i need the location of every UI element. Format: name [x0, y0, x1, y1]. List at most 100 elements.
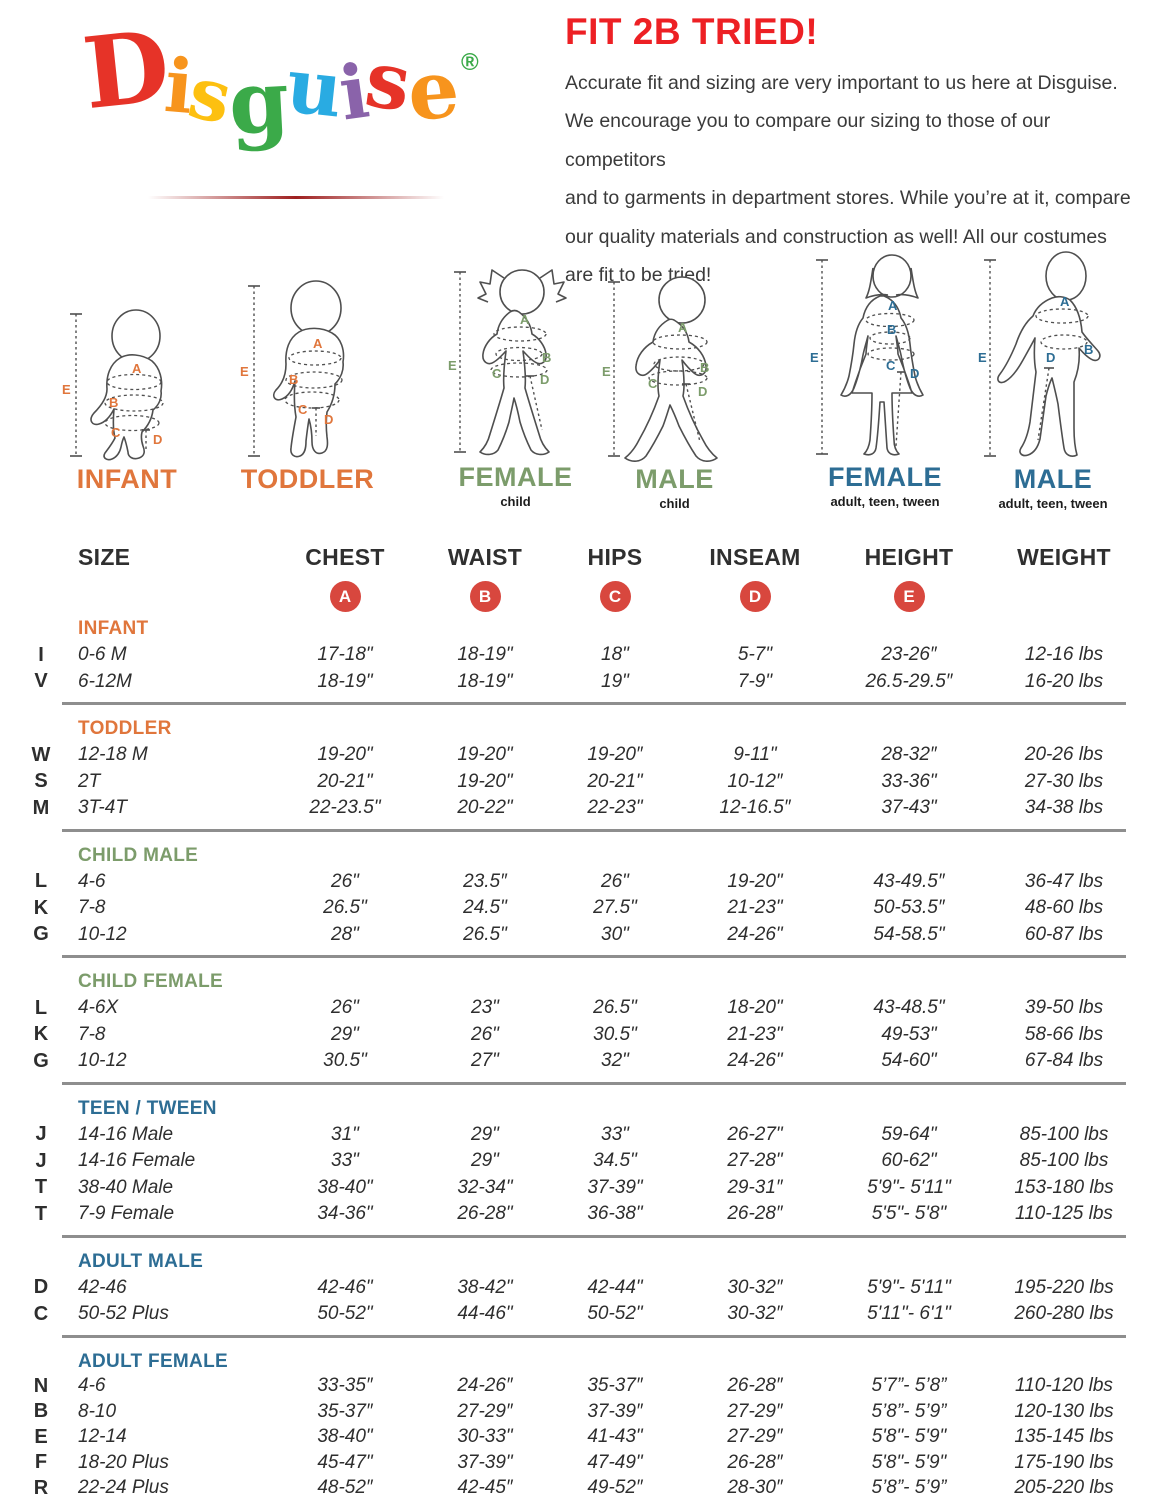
row-cell: 37-43": [881, 797, 937, 819]
row-cell: 26-28″: [727, 1451, 783, 1473]
section-separator: [62, 1334, 1126, 1338]
row-cell: 12-16.5″: [719, 797, 791, 819]
row-letter: J: [35, 1149, 47, 1172]
row-cell: 24-26": [727, 923, 783, 945]
row-cell: 29-31″: [727, 1176, 783, 1198]
row-cell: 26.5-29.5″: [865, 670, 953, 692]
row-cell: 175-190 lbs: [1014, 1451, 1114, 1473]
row-size: 12-14: [78, 1426, 127, 1448]
row-letter: R: [33, 1476, 49, 1499]
table-row: D 42-46 42-46" 38-42" 42-44" 30-32″ 5'9"…: [20, 1275, 1159, 1302]
row-cell: 17-18": [317, 644, 373, 666]
row-cell: 27-28": [727, 1150, 783, 1172]
measure-label-a: A: [520, 312, 530, 327]
row-cell: 85-100 lbs: [1019, 1150, 1109, 1172]
female-adult-figure-illustration: E A B C D: [810, 254, 924, 456]
section-separator: [62, 828, 1126, 832]
registered-trademark-icon: ®: [461, 49, 479, 76]
row-cell: 47-49": [587, 1451, 643, 1473]
row-cell: 153-180 lbs: [1014, 1176, 1114, 1198]
row-letter: D: [33, 1276, 49, 1299]
row-size: 38-40 Male: [78, 1176, 174, 1198]
section-header: INFANT: [78, 618, 149, 639]
row-cell: 50-52": [587, 1303, 643, 1325]
row-cell: 29": [471, 1150, 499, 1172]
row-cell: 12-16 lbs: [1024, 644, 1104, 666]
figure-male-child: E A B C D MALE child: [602, 272, 747, 511]
row-cell: 30-32″: [727, 1303, 783, 1325]
table-row: I 0-6 M 17-18" 18-19" 18" 5-7" 23-26″ 12…: [20, 642, 1159, 669]
row-size: 6-12M: [78, 670, 132, 692]
row-cell: 59-64": [881, 1123, 937, 1145]
row-cell: 45-47": [317, 1451, 373, 1473]
row-cell: 35-37″: [317, 1400, 373, 1422]
row-cell: 21-23": [727, 1023, 783, 1045]
figure-label-male-adult: MALE: [1013, 464, 1093, 494]
row-cell: 19-20": [457, 744, 513, 766]
row-cell: 28-30″: [727, 1477, 783, 1499]
row-cell: 43-49.5″: [873, 870, 945, 892]
row-cell: 20-26 lbs: [1024, 744, 1104, 766]
table-row: J 14-16 Female 33" 29" 34.5" 27-28" 60-6…: [20, 1148, 1159, 1175]
disguise-logo: Disguise®: [78, 9, 504, 192]
measure-label-e: E: [810, 350, 819, 365]
section-header: TODDLER: [78, 718, 172, 739]
row-cell: 26": [331, 870, 359, 892]
row-cell: 22-23.5": [309, 797, 381, 819]
measure-badge-e: E: [893, 581, 925, 612]
measure-label-a: A: [678, 320, 688, 335]
row-cell: 5'9"- 5'11": [867, 1276, 951, 1298]
section-separator: [62, 1234, 1126, 1238]
measure-label-e: E: [62, 382, 71, 397]
measure-label-a: A: [1060, 294, 1070, 309]
figure-label-infant: INFANT: [76, 464, 178, 494]
figure-sublabel-child: child: [500, 494, 531, 509]
row-cell: 48-60 lbs: [1024, 897, 1104, 919]
row-cell: 58-66 lbs: [1024, 1023, 1104, 1045]
row-size: 22-24 Plus: [78, 1477, 169, 1499]
intro-line: We encourage you to compare our sizing t…: [565, 110, 1051, 171]
row-letter: W: [31, 743, 51, 766]
row-cell: 26.5": [323, 897, 367, 919]
figure-toddler: E A B C D TODDLER: [240, 278, 375, 493]
measure-label-c: C: [111, 425, 121, 440]
row-cell: 42-45″: [457, 1477, 513, 1499]
section-child-male: CHILD MALE L 4-6 26" 23.5″ 26" 19-20" 43…: [20, 845, 1159, 958]
row-size: 14-16 Male: [78, 1123, 174, 1145]
row-cell: 37-39": [457, 1451, 513, 1473]
female-child-figure-illustration: E A B C D: [448, 269, 567, 456]
table-row: K 7-8 29" 26" 30.5" 21-23" 49-53" 58-66 …: [20, 1022, 1159, 1049]
row-cell: 33-36": [881, 770, 937, 792]
intro-block: FIT 2B TRIED! Accurate fit and sizing ar…: [565, 11, 1145, 295]
table-row: J 14-16 Male 31" 29" 33" 26-27" 59-64" 8…: [20, 1122, 1159, 1149]
row-cell: 33-35″: [317, 1375, 373, 1397]
row-size: 50-52 Plus: [78, 1303, 169, 1325]
row-letter: J: [35, 1123, 47, 1146]
row-letter: K: [33, 896, 49, 919]
row-cell: 26.5": [593, 997, 637, 1019]
figure-sublabel-adult: adult, teen, tween: [998, 496, 1108, 511]
row-letter: M: [32, 796, 50, 819]
table-header-row: SIZE CHEST WAIST HIPS INSEAM HEIGHT WEIG…: [20, 540, 1159, 574]
table-row: C 50-52 Plus 50-52" 44-46" 50-52" 30-32″…: [20, 1301, 1159, 1328]
row-cell: 5'9"- 5'11": [867, 1176, 951, 1198]
row-cell: 34.5": [593, 1150, 637, 1172]
row-cell: 18-19": [317, 670, 373, 692]
measure-label-e: E: [240, 364, 249, 379]
row-cell: 30.5": [593, 1023, 637, 1045]
row-cell: 32-34": [457, 1176, 513, 1198]
row-letter: B: [33, 1400, 49, 1423]
row-cell: 28": [331, 923, 359, 945]
row-letter: L: [34, 996, 48, 1019]
row-cell: 48-52″: [317, 1477, 373, 1499]
row-cell: 27-29″: [727, 1426, 783, 1448]
row-cell: 36-38": [587, 1203, 643, 1225]
row-letter: K: [33, 1023, 49, 1046]
figure-female-child: E A B C D FEMALE child: [448, 262, 583, 509]
size-table: SIZE CHEST WAIST HIPS INSEAM HEIGHT WEIG…: [20, 540, 1159, 1500]
row-cell: 5’7”- 5’8”: [871, 1375, 947, 1397]
row-size: 14-16 Female: [78, 1150, 196, 1172]
row-cell: 26-28″: [727, 1375, 783, 1397]
row-cell: 10-12″: [727, 770, 783, 792]
measure-badge-a: A: [329, 581, 361, 612]
